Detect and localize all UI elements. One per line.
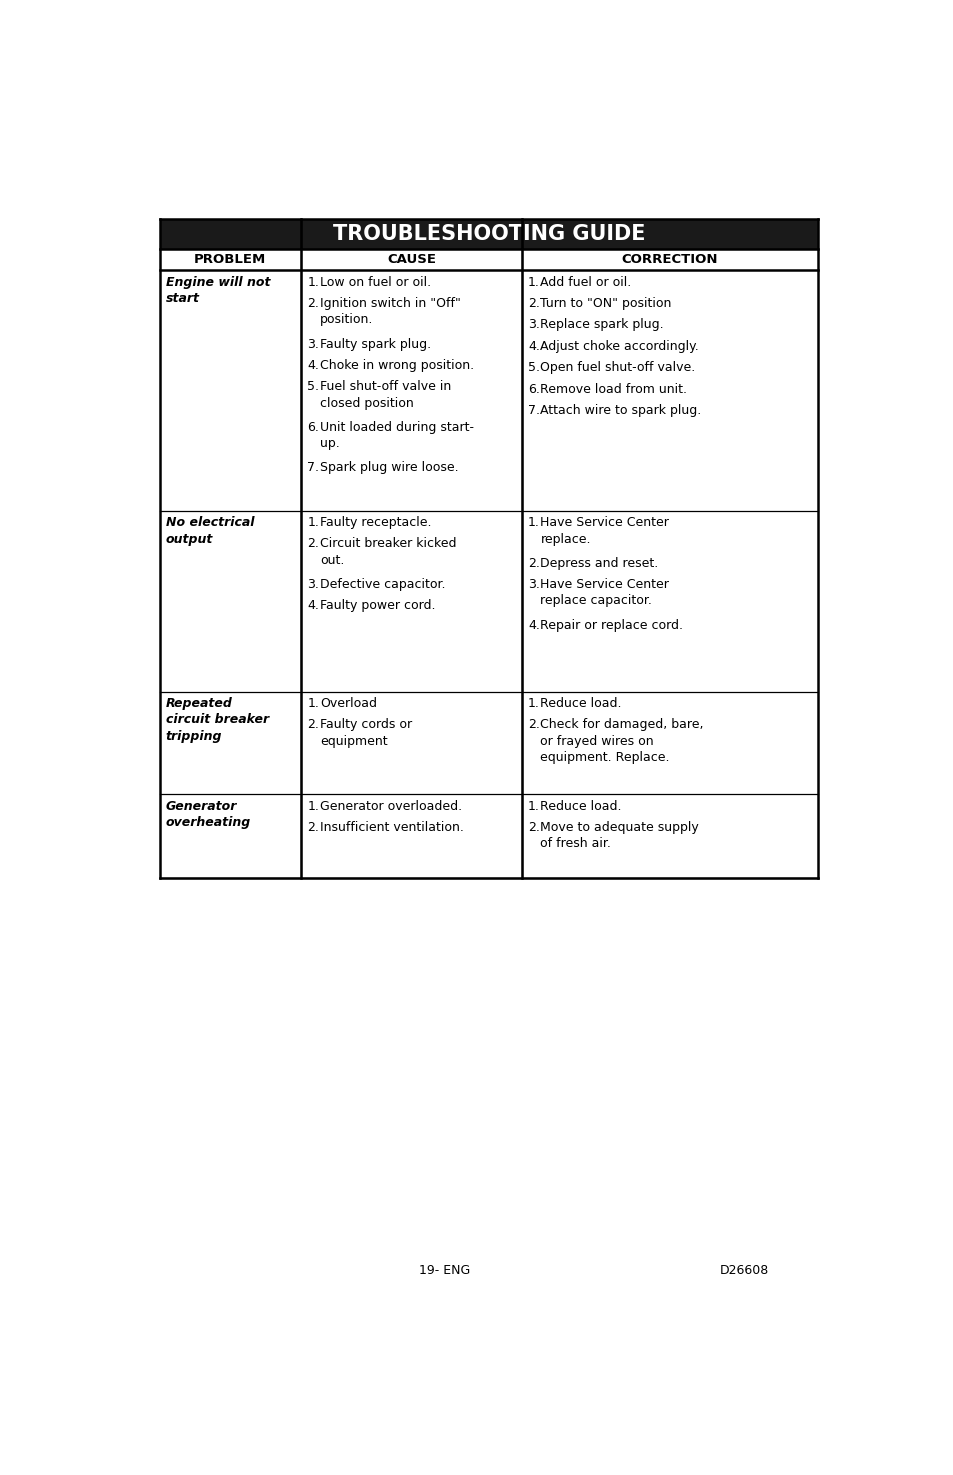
Text: Fuel shut-off valve in
closed position: Fuel shut-off valve in closed position (319, 381, 451, 410)
Text: Defective capacitor.: Defective capacitor. (319, 578, 445, 591)
Text: Check for damaged, bare,
or frayed wires on
equipment. Replace.: Check for damaged, bare, or frayed wires… (540, 718, 703, 764)
Text: Faulty spark plug.: Faulty spark plug. (319, 338, 431, 351)
Text: 4.: 4. (528, 618, 539, 631)
Text: Adjust choke accordingly.: Adjust choke accordingly. (540, 339, 699, 353)
Bar (159, 510, 818, 692)
Text: Choke in wrong position.: Choke in wrong position. (319, 358, 474, 372)
Text: 2.: 2. (307, 822, 319, 833)
Text: Attach wire to spark plug.: Attach wire to spark plug. (540, 404, 701, 417)
Text: Have Service Center
replace capacitor.: Have Service Center replace capacitor. (540, 578, 669, 608)
Text: 7.: 7. (528, 404, 539, 417)
Text: 1.: 1. (307, 516, 319, 530)
Text: 2.: 2. (307, 537, 319, 550)
Text: 1.: 1. (528, 276, 539, 289)
Text: 4.: 4. (307, 358, 319, 372)
Text: Move to adequate supply
of fresh air.: Move to adequate supply of fresh air. (540, 822, 699, 851)
Text: 2.: 2. (307, 718, 319, 732)
Text: 5.: 5. (307, 381, 319, 394)
Text: Open fuel shut-off valve.: Open fuel shut-off valve. (540, 361, 695, 375)
Text: Unit loaded during start-
up.: Unit loaded during start- up. (319, 420, 474, 450)
Text: 1.: 1. (528, 516, 539, 530)
Text: Reduce load.: Reduce load. (540, 696, 621, 709)
Text: No electrical
output: No electrical output (166, 516, 254, 546)
Bar (159, 794, 818, 878)
Text: 1.: 1. (307, 799, 319, 813)
Text: 2.: 2. (307, 296, 319, 310)
Text: D26608: D26608 (719, 1264, 768, 1277)
Text: 1.: 1. (307, 696, 319, 709)
Text: Circuit breaker kicked
out.: Circuit breaker kicked out. (319, 537, 456, 566)
Text: TROUBLESHOOTING GUIDE: TROUBLESHOOTING GUIDE (333, 224, 644, 243)
Text: 1.: 1. (528, 799, 539, 813)
Text: Ignition switch in "Off"
position.: Ignition switch in "Off" position. (319, 296, 460, 326)
Text: 6.: 6. (528, 382, 539, 395)
Text: 2.: 2. (528, 718, 539, 732)
Text: Faulty power cord.: Faulty power cord. (319, 599, 435, 612)
Text: Add fuel or oil.: Add fuel or oil. (540, 276, 631, 289)
Text: 7.: 7. (307, 462, 319, 475)
Text: Repair or replace cord.: Repair or replace cord. (540, 618, 682, 631)
Text: Depress and reset.: Depress and reset. (540, 556, 658, 569)
Text: Spark plug wire loose.: Spark plug wire loose. (319, 462, 458, 475)
Text: Turn to "ON" position: Turn to "ON" position (540, 296, 671, 310)
Text: 3.: 3. (307, 578, 319, 591)
Text: PROBLEM: PROBLEM (194, 252, 266, 266)
Text: 2.: 2. (528, 296, 539, 310)
Text: Faulty cords or
equipment: Faulty cords or equipment (319, 718, 412, 748)
Text: 3.: 3. (307, 338, 319, 351)
Text: 3.: 3. (528, 319, 539, 332)
Text: Repeated
circuit breaker
tripping: Repeated circuit breaker tripping (166, 696, 269, 743)
Text: 2.: 2. (528, 822, 539, 833)
Text: Low on fuel or oil.: Low on fuel or oil. (319, 276, 431, 289)
Text: Remove load from unit.: Remove load from unit. (540, 382, 687, 395)
Bar (159, 249, 818, 270)
Text: Overload: Overload (319, 696, 376, 709)
Text: 2.: 2. (528, 556, 539, 569)
Text: 1.: 1. (307, 276, 319, 289)
Bar (159, 692, 818, 794)
Text: Insufficient ventilation.: Insufficient ventilation. (319, 822, 463, 833)
Text: 6.: 6. (307, 420, 319, 434)
Text: 4.: 4. (307, 599, 319, 612)
Text: Replace spark plug.: Replace spark plug. (540, 319, 663, 332)
Text: Generator
overheating: Generator overheating (166, 799, 251, 829)
Text: 19- ENG: 19- ENG (418, 1264, 470, 1277)
Text: CAUSE: CAUSE (387, 252, 436, 266)
Bar (159, 270, 818, 510)
Text: Have Service Center
replace.: Have Service Center replace. (540, 516, 669, 546)
Text: Generator overloaded.: Generator overloaded. (319, 799, 461, 813)
Text: 5.: 5. (528, 361, 539, 375)
Text: 4.: 4. (528, 339, 539, 353)
Text: CORRECTION: CORRECTION (621, 252, 718, 266)
Text: Reduce load.: Reduce load. (540, 799, 621, 813)
Text: Engine will not
start: Engine will not start (166, 276, 270, 305)
Bar (159, 220, 818, 249)
Text: 1.: 1. (528, 696, 539, 709)
Text: 3.: 3. (528, 578, 539, 591)
Text: Faulty receptacle.: Faulty receptacle. (319, 516, 431, 530)
